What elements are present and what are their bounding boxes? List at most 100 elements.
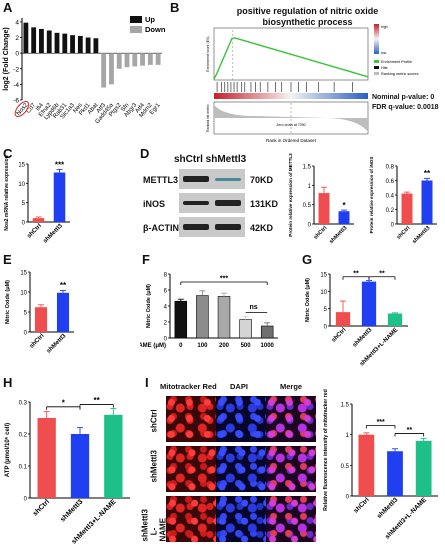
significance-label: ** xyxy=(94,396,101,405)
y-axis-label: Nitric Oxide (μM) xyxy=(5,280,11,324)
blot-strip xyxy=(179,169,245,189)
blot-kd-label: 70KD xyxy=(250,175,274,185)
panel-b: positive regulation of nitric oxide bios… xyxy=(180,6,442,146)
category-label: Atf3 xyxy=(96,102,108,115)
y-tick-label: 1.5 xyxy=(341,403,350,409)
panel-i-microscopy: Mitotracker Red DAPI Merge shCtrl shMettl3 s… xyxy=(141,380,320,550)
bar xyxy=(401,193,413,224)
bar xyxy=(77,35,83,54)
y-tick-label: 0.8 xyxy=(386,165,395,171)
category-label: shCtrl xyxy=(353,496,371,514)
significance-label: ** xyxy=(353,270,359,277)
panel-label-d: D xyxy=(140,146,150,161)
y-tick-label: 15 xyxy=(320,273,327,279)
bar xyxy=(46,30,52,54)
zero-cross-label: Zero cross at 7090 xyxy=(276,123,305,127)
y-tick-label: 0 xyxy=(24,331,28,337)
bar xyxy=(70,35,75,54)
y-tick-label: 10 xyxy=(18,182,25,188)
blot-band xyxy=(215,224,241,230)
bar xyxy=(421,180,433,224)
category-label: shMettl3 xyxy=(411,225,431,245)
y-tick-label: 0 xyxy=(346,495,350,501)
bar xyxy=(155,53,161,65)
dapi-image xyxy=(216,396,266,442)
y-tick-label: 0.3 xyxy=(19,401,28,407)
ranked-axis-label: Ranked list metric xyxy=(206,104,210,132)
bar xyxy=(358,434,375,496)
y-axis-label: Nitric Oxide (μM) xyxy=(146,284,152,328)
bar xyxy=(335,312,351,326)
category-label: shMettl3 xyxy=(42,223,64,245)
bar xyxy=(147,53,153,65)
bar xyxy=(85,37,91,54)
panel-label-i: I xyxy=(145,375,149,390)
panel-label-f: F xyxy=(142,252,150,267)
y-tick-label: 1 xyxy=(308,184,312,190)
bar xyxy=(101,53,107,88)
bar xyxy=(37,418,56,498)
category-label: shCtrl xyxy=(313,225,329,241)
color-scale-low: low xyxy=(381,51,387,55)
legend-label: Down xyxy=(145,25,166,34)
y-tick-label: 0.2 xyxy=(386,208,395,214)
merge-image xyxy=(266,496,316,542)
y-tick-label: 0.5 xyxy=(303,203,312,209)
y-axis-label: Nitric Oxide (μM) xyxy=(305,278,311,322)
category-label: shCtrl xyxy=(396,225,412,241)
category-label: shCtrl xyxy=(331,327,348,344)
significance-label: ** xyxy=(424,169,431,178)
category-label: shCtrl xyxy=(29,333,46,350)
blot-header: shCtrl shMettl3 xyxy=(174,154,247,165)
y-tick-label: -2 xyxy=(13,66,19,73)
legend-swatch xyxy=(130,16,142,23)
panel-f-chart: 0 2 4 6 8 Nitric Oxide (μM) 0 100 200 500 1000 L-NA… xyxy=(140,273,278,349)
category-label: Sfn xyxy=(120,102,130,113)
gsea-title: positive regulation of nitric oxide bios… xyxy=(236,6,379,27)
significance-label: *** xyxy=(377,419,385,426)
category-label: 200 xyxy=(219,343,230,349)
y-axis-label: Protein relative expression of METTL3 xyxy=(288,153,293,237)
panel-label-g: G xyxy=(302,252,313,267)
bar xyxy=(318,193,330,224)
bar xyxy=(260,325,274,339)
bar xyxy=(56,292,70,332)
legend-swatch xyxy=(130,26,142,33)
ranking-color-bar xyxy=(214,93,368,99)
bar xyxy=(217,296,231,339)
y-tick-label: 2 xyxy=(15,35,19,42)
legend-label: Enrichment Profile xyxy=(381,60,412,64)
bar xyxy=(54,32,60,54)
significance-label: ns xyxy=(250,304,258,311)
microscopy-row-label: shMettl3 L-NAME xyxy=(140,509,168,542)
panel-label-c: C xyxy=(3,146,13,161)
blot-kd-label: 131KD xyxy=(250,199,279,209)
bar xyxy=(62,33,68,54)
significance-label: * xyxy=(62,398,66,407)
blot-band xyxy=(215,177,241,181)
bar xyxy=(239,319,252,339)
color-scale-high: high xyxy=(381,25,388,29)
x-axis-label: Rank in Ordered Dataset xyxy=(266,138,317,143)
y-tick-label: 0 xyxy=(391,223,395,229)
legend-swatch xyxy=(374,72,379,75)
legend-label: Ranking metric scores xyxy=(381,72,419,76)
y-tick-label: 0.1 xyxy=(19,465,28,471)
category-label: 0 xyxy=(179,343,183,349)
blot-strip xyxy=(179,217,245,237)
microscopy-column-label: Mitotracker Red xyxy=(160,382,217,391)
bar xyxy=(338,211,350,224)
category-label: Nes xyxy=(72,102,83,114)
mitotracker-image xyxy=(166,396,216,442)
blot-strip xyxy=(179,193,245,213)
panel-label-a: A xyxy=(3,0,13,15)
y-tick-label: -4 xyxy=(13,82,19,89)
y-tick-label: -6 xyxy=(13,98,19,105)
bar xyxy=(140,53,145,66)
category-label: 1000 xyxy=(261,343,275,349)
blot-band xyxy=(183,224,209,230)
y-tick-label: 5 xyxy=(324,307,328,313)
y-tick-label: 0 xyxy=(324,325,328,331)
y-axis-label: Protein relative expression of iNOS xyxy=(369,157,374,234)
